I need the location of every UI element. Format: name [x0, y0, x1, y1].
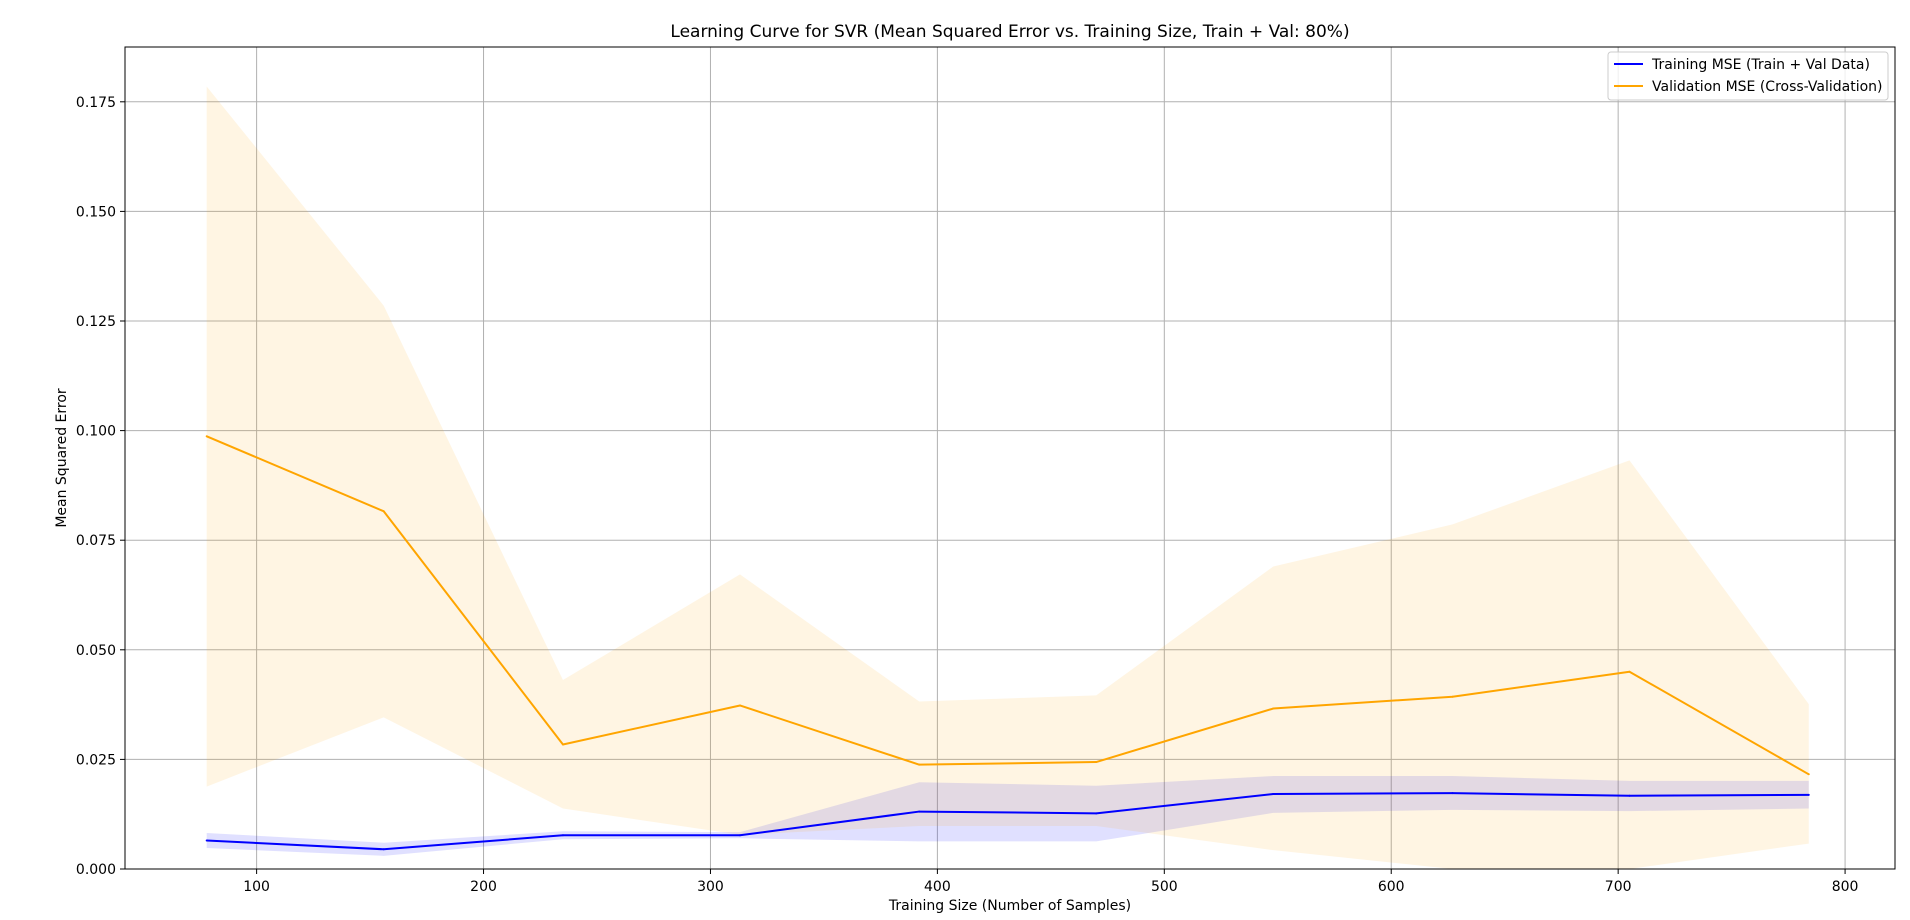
validation-mse-point: [1095, 761, 1098, 764]
x-tick-label: 100: [243, 879, 270, 895]
training-mse-point: [1272, 793, 1275, 796]
y-tick-label: 0.100: [76, 424, 116, 440]
x-tick-label: 500: [1151, 879, 1178, 895]
validation-mse-point: [205, 435, 208, 438]
x-tick-label: 400: [924, 879, 951, 895]
y-tick-label: 0.075: [76, 533, 116, 549]
x-tick-label: 600: [1378, 879, 1405, 895]
validation-mse-point: [1451, 695, 1454, 698]
x-axis-ticks: 100 200 300 400 500 600 700 800: [243, 869, 1858, 895]
training-mse-point: [738, 834, 741, 837]
y-tick-label: 0.025: [76, 752, 116, 768]
y-tick-label: 0.050: [76, 643, 116, 659]
plot-background: [125, 47, 1895, 869]
x-tick-label: 800: [1832, 879, 1859, 895]
training-mse-point: [1095, 812, 1098, 815]
validation-mse-line: [206, 435, 1810, 776]
training-mse-point: [1451, 792, 1454, 795]
validation-mse-point: [1272, 707, 1275, 710]
y-tick-label: 0.150: [76, 204, 116, 220]
validation-mse-point: [1628, 670, 1631, 673]
validation-std-band: [206, 86, 1809, 870]
training-mse-point: [1628, 794, 1631, 797]
grid-lines: [125, 47, 1895, 870]
training-mse-point: [382, 848, 385, 851]
plot-frame: [124, 46, 1896, 870]
y-axis-label: Mean Squared Error: [54, 388, 70, 528]
x-tick-label: 300: [697, 879, 724, 895]
training-mse-point: [205, 839, 208, 842]
validation-mse-point: [918, 763, 921, 766]
x-tick-label: 700: [1605, 879, 1632, 895]
legend: Training MSE (Train + Val Data) Validati…: [1607, 51, 1889, 101]
validation-mse-point: [1807, 773, 1810, 776]
y-tick-label: 0.125: [76, 314, 116, 330]
legend-box: [1607, 51, 1889, 101]
legend-label-training: Training MSE (Train + Val Data): [1651, 57, 1870, 73]
series-lines: [205, 435, 1810, 851]
training-mse-point: [918, 810, 921, 813]
y-tick-label: 0.000: [76, 862, 116, 878]
chart-title: Learning Curve for SVR (Mean Squared Err…: [670, 22, 1349, 42]
training-mse-point: [1807, 793, 1810, 796]
x-tick-label: 200: [470, 879, 497, 895]
validation-mse-point: [738, 704, 741, 707]
training-mse-point: [561, 834, 564, 837]
y-tick-label: 0.175: [76, 95, 116, 111]
legend-label-validation: Validation MSE (Cross-Validation): [1652, 79, 1883, 95]
training-mse-line: [206, 792, 1809, 851]
x-axis-label: Training Size (Number of Samples): [888, 898, 1131, 914]
validation-mse-point: [561, 743, 564, 746]
y-axis-ticks: 0.000 0.025 0.050 0.075 0.100 0.125 0.150 0.175: [76, 95, 125, 878]
validation-mse-point: [382, 510, 385, 513]
plot-area: 100 200 300 400 500 600 700 800 0.000 0.025 0.050…: [76, 46, 1896, 895]
